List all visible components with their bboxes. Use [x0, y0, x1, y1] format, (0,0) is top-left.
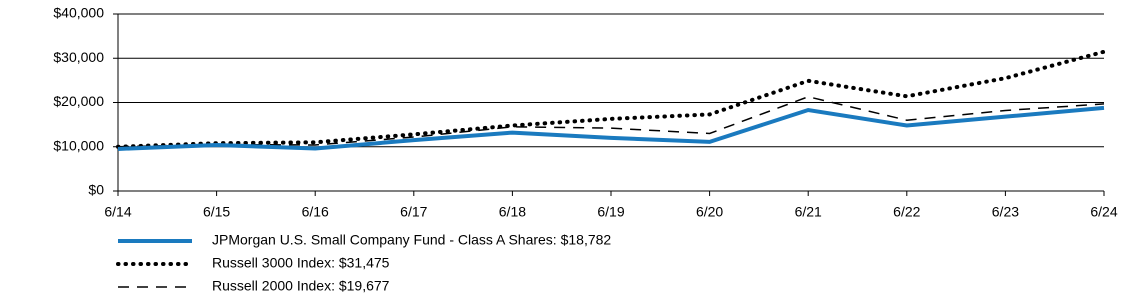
- y-tick-label: $30,000: [53, 49, 104, 65]
- x-tick-label: 6/16: [302, 204, 329, 220]
- y-tick-label: $20,000: [53, 93, 104, 109]
- x-tick-label: 6/22: [893, 204, 920, 220]
- legend-label: Russell 2000 Index: $19,677: [212, 278, 390, 294]
- x-tick-label: 6/24: [1090, 204, 1117, 220]
- series-line: [116, 49, 1106, 149]
- x-tick-label: 6/20: [696, 204, 723, 220]
- x-tick-label: 6/14: [104, 204, 131, 220]
- x-tick-label: 6/21: [795, 204, 822, 220]
- x-tick-label: 6/23: [992, 204, 1019, 220]
- legend-label: Russell 3000 Index: $31,475: [212, 255, 390, 271]
- legend-label: JPMorgan U.S. Small Company Fund - Class…: [212, 232, 611, 248]
- series-line: [117, 105, 1105, 151]
- y-tick-label: $10,000: [53, 137, 104, 153]
- y-tick-label: $0: [88, 182, 104, 198]
- x-tick-label: 6/17: [400, 204, 427, 220]
- y-tick-label: $40,000: [53, 5, 104, 21]
- x-tick-label: 6/15: [203, 204, 230, 220]
- x-tick-label: 6/18: [499, 204, 526, 220]
- x-tick-label: 6/19: [597, 204, 624, 220]
